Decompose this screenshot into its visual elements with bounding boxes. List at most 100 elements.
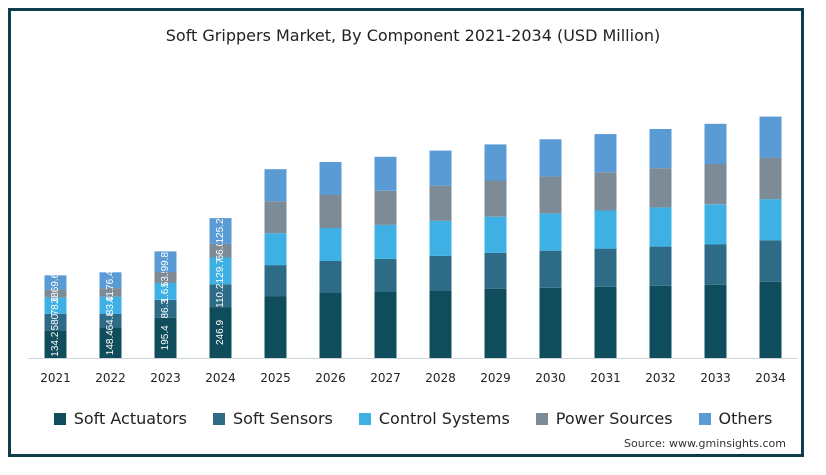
legend-item: Control Systems xyxy=(358,409,510,428)
bar-segment-others-2026 xyxy=(319,162,342,195)
bar-segment-power-sources-2025 xyxy=(264,201,287,234)
data-label: 580 xyxy=(50,313,61,330)
bar-segment-soft-sensors-2024 xyxy=(209,284,232,307)
bar-segment-soft-sensors-2022 xyxy=(99,314,122,328)
bar-segment-others-2029 xyxy=(484,144,507,181)
x-tick-label: 2022 xyxy=(95,371,126,385)
bar-segment-others-2033 xyxy=(704,123,727,164)
bar-segment-others-2032 xyxy=(649,129,672,169)
bar-segment-soft-sensors-2027 xyxy=(374,259,397,292)
bar-segment-control-systems-2029 xyxy=(484,216,507,253)
bar-segment-control-systems-2030 xyxy=(539,213,562,251)
bar-segment-soft-sensors-2031 xyxy=(594,248,617,287)
bar-segment-control-systems-2021 xyxy=(44,297,67,314)
legend-item: Soft Actuators xyxy=(53,409,188,428)
data-label: 66.0 xyxy=(215,241,226,261)
bar-segment-others-2021 xyxy=(44,275,67,290)
bar-segment-soft-sensors-2029 xyxy=(484,252,507,289)
bar-segment-soft-actuators-2031 xyxy=(594,286,617,358)
bar-segment-others-2024 xyxy=(209,218,232,244)
bar-segment-power-sources-2021 xyxy=(44,289,67,298)
bar-segment-soft-actuators-2033 xyxy=(704,284,727,358)
data-label: 76.4 xyxy=(105,270,116,290)
bar-segment-others-2027 xyxy=(374,156,397,191)
x-tick-label: 2025 xyxy=(260,371,291,385)
data-label: 78.6 xyxy=(50,296,61,316)
legend-swatch xyxy=(213,412,226,425)
legend-swatch xyxy=(358,412,371,425)
data-label: 148.4 xyxy=(105,330,116,355)
bar-segment-soft-sensors-2025 xyxy=(264,265,287,297)
data-label: 86.3 xyxy=(160,299,171,319)
data-label: 41.6 xyxy=(105,282,116,302)
bar-segment-others-2022 xyxy=(99,272,122,289)
x-tick-label: 2026 xyxy=(315,371,346,385)
bar-segment-power-sources-2028 xyxy=(429,185,452,221)
bar-segment-soft-actuators-2025 xyxy=(264,296,287,358)
legend-label: Soft Sensors xyxy=(233,409,333,428)
bar-segment-soft-actuators-2028 xyxy=(429,290,452,358)
bar-segment-soft-actuators-2026 xyxy=(319,293,342,358)
bar-segment-soft-sensors-2034 xyxy=(759,240,782,282)
x-tick-label: 2030 xyxy=(535,371,566,385)
bar-segment-others-2030 xyxy=(539,139,562,177)
legend-swatch xyxy=(698,412,711,425)
x-tick-label: 2031 xyxy=(590,371,621,385)
bar-segment-others-2034 xyxy=(759,116,782,158)
data-label: 38.5 xyxy=(50,283,61,303)
source-note: Source: www.gminsights.com xyxy=(624,437,786,450)
bar-segment-control-systems-2027 xyxy=(374,224,397,259)
bar-segment-others-2028 xyxy=(429,150,452,186)
bar-segment-control-systems-2025 xyxy=(264,233,287,266)
bar-segment-power-sources-2033 xyxy=(704,164,727,205)
x-tick-label: 2028 xyxy=(425,371,456,385)
chart-title: Soft Grippers Market, By Component 2021-… xyxy=(165,26,661,45)
bar-segment-control-systems-2023 xyxy=(154,283,177,300)
bar-segment-soft-sensors-2030 xyxy=(539,250,562,288)
legend-swatch xyxy=(535,412,548,425)
legend-label: Others xyxy=(718,409,773,428)
legend-item: Power Sources xyxy=(535,409,673,428)
legend-label: Control Systems xyxy=(378,409,510,428)
chart-legend: Soft Actuators Soft Sensors Control System… xyxy=(0,409,826,428)
bar-segment-soft-sensors-2028 xyxy=(429,255,452,291)
x-tick-label: 2023 xyxy=(150,371,181,385)
x-tick-label: 2024 xyxy=(205,371,236,385)
data-label: 125.2 xyxy=(215,218,226,243)
bar-segment-power-sources-2029 xyxy=(484,180,507,217)
bar-segment-power-sources-2032 xyxy=(649,168,672,208)
bar-segment-power-sources-2031 xyxy=(594,172,617,211)
x-tick-label: 2029 xyxy=(480,371,511,385)
bar-segment-control-systems-2032 xyxy=(649,207,672,247)
bar-segment-power-sources-2034 xyxy=(759,157,782,200)
legend-swatch xyxy=(53,412,66,425)
legend-item: Soft Sensors xyxy=(213,409,333,428)
bar-segment-power-sources-2026 xyxy=(319,195,342,228)
bar-segment-others-2031 xyxy=(594,134,617,173)
bar-segment-control-systems-2028 xyxy=(429,220,452,256)
bar-segment-soft-actuators-2030 xyxy=(539,287,562,358)
x-tick-label: 2032 xyxy=(645,371,676,385)
bar-segment-power-sources-2027 xyxy=(374,190,397,225)
x-tick-label: 2033 xyxy=(700,371,731,385)
data-label: 99.8 xyxy=(160,252,171,272)
data-label: 69.6 xyxy=(50,272,61,292)
bar-segment-soft-sensors-2023 xyxy=(154,299,177,318)
bar-segment-soft-actuators-2034 xyxy=(759,281,782,358)
x-tick-label: 2027 xyxy=(370,371,401,385)
bar-segment-control-systems-2026 xyxy=(319,228,342,261)
bar-segment-control-systems-2034 xyxy=(759,199,782,241)
bar-segment-soft-sensors-2026 xyxy=(319,261,342,293)
bar-segment-control-systems-2033 xyxy=(704,204,727,245)
data-label: 129.7 xyxy=(215,258,226,283)
data-label: 1.6.6 xyxy=(160,280,171,303)
data-label: 246.9 xyxy=(215,320,226,345)
legend-label: Soft Actuators xyxy=(73,409,188,428)
bar-segment-soft-actuators-2032 xyxy=(649,285,672,358)
bar-segment-soft-actuators-2021 xyxy=(44,330,67,358)
bar-segment-soft-actuators-2023 xyxy=(154,317,177,358)
data-label: 195.4 xyxy=(160,325,171,350)
bar-segment-soft-actuators-2024 xyxy=(209,307,232,358)
bar-segment-control-systems-2031 xyxy=(594,210,617,249)
bar-segment-soft-sensors-2033 xyxy=(704,244,727,285)
